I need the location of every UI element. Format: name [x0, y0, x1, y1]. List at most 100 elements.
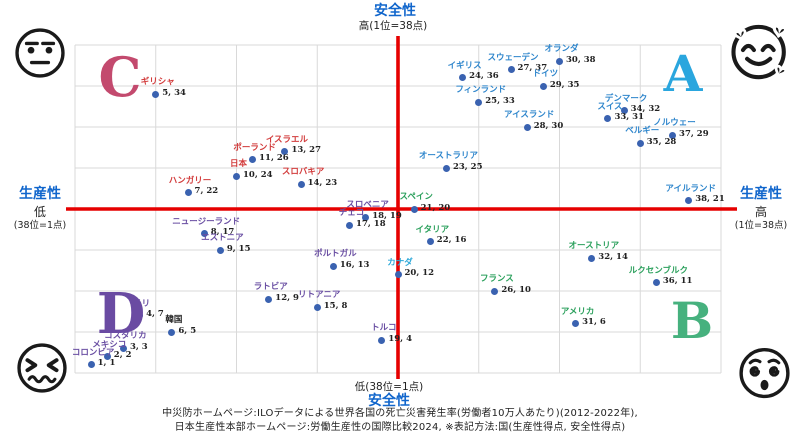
score-label: 4, 7 — [146, 309, 164, 320]
data-point-dot — [281, 148, 289, 156]
data-point-dot — [475, 98, 483, 106]
quadrant-letter-c: C — [98, 45, 142, 109]
score-label: 20, 12 — [404, 268, 435, 279]
score-label: 9, 15 — [226, 243, 251, 254]
data-point-dot — [184, 189, 192, 197]
country-label: フランス — [479, 274, 514, 284]
y-axis-title-bottom: 安全性 — [368, 393, 410, 409]
score-label: 37, 29 — [679, 128, 709, 139]
country-label: 韓国 — [165, 315, 183, 325]
country-label: ルクセンブルク — [628, 265, 689, 276]
country-label: チリ — [133, 298, 151, 309]
country-label: ノルウェー — [653, 118, 696, 129]
data-point-dot — [378, 336, 386, 344]
data-point-dot — [152, 90, 160, 98]
score-label: 6, 5 — [178, 325, 197, 336]
data-point-dot — [362, 213, 370, 221]
score-label: 2, 2 — [113, 350, 132, 361]
x-axis-title-right: 生産性 — [740, 186, 782, 202]
data-point-dot — [297, 180, 305, 188]
score-label: 38, 21 — [695, 194, 725, 205]
country-label: ベルギー — [625, 126, 660, 137]
score-label: 18, 19 — [372, 210, 402, 221]
data-point-dot — [604, 115, 612, 123]
country-label: アイルランド — [665, 183, 716, 194]
persevering-face-icon — [17, 343, 67, 393]
score-label: 30, 38 — [566, 54, 596, 65]
data-point-dot — [265, 295, 273, 303]
data-point-dot — [652, 279, 660, 287]
score-label: 33, 31 — [614, 112, 645, 123]
data-point-dot — [620, 107, 628, 115]
country-label: スロベニア — [346, 200, 389, 211]
quadrant-letter-b: B — [670, 291, 714, 350]
country-label: ラトビア — [253, 282, 288, 293]
score-label: 14, 23 — [307, 177, 338, 188]
source-note-line-2: 日本生産性本部ホームページ:労働生産性の国際比較2024, ※表記方法:国(生産… — [174, 422, 626, 433]
country-label: スペイン — [399, 192, 433, 202]
country-label: イスラエル — [265, 134, 309, 145]
data-point-dot — [119, 344, 127, 352]
score-label: 5, 34 — [162, 87, 186, 98]
country-label: エストニア — [201, 233, 244, 243]
score-label: 32, 14 — [598, 251, 628, 262]
data-point-dot — [329, 262, 337, 270]
country-label: 日本 — [229, 159, 248, 170]
data-point-dot — [426, 238, 434, 246]
score-label: 28, 30 — [533, 120, 564, 131]
data-point-dot — [523, 123, 531, 131]
score-label: 21, 20 — [420, 202, 451, 213]
score-label: 19, 4 — [388, 333, 413, 344]
data-point-dot — [588, 254, 596, 262]
smiling-face-with-hearts-icon — [731, 24, 788, 80]
quadrant-letter-d: D — [96, 281, 146, 347]
data-point-dot — [216, 246, 224, 254]
country-label: ポーランド — [233, 142, 276, 153]
data-point-dot — [685, 197, 693, 205]
score-label: 29, 35 — [549, 79, 580, 90]
score-label: 17, 18 — [356, 218, 386, 229]
score-label: 16, 13 — [339, 259, 370, 270]
data-point-dot — [442, 164, 450, 172]
country-label: チェコ — [338, 208, 365, 219]
y-axis-low-note: 低(38位=1点) — [354, 381, 424, 393]
score-label: 10, 24 — [243, 169, 273, 180]
country-label: ハンガリー — [168, 175, 212, 186]
score-label: 8, 17 — [210, 227, 235, 238]
data-point-dot — [249, 156, 257, 164]
score-label: 25, 33 — [485, 95, 515, 106]
country-label: メキシコ — [92, 339, 127, 350]
country-label: イタリア — [415, 224, 450, 235]
x-axis-low-label: 低 — [33, 205, 47, 219]
score-label: 24, 36 — [469, 71, 499, 82]
x-axis-title-left: 生産性 — [19, 186, 61, 202]
face-with-spiral-eyes-icon — [739, 347, 790, 399]
score-label: 7, 22 — [194, 186, 219, 197]
country-label: ギリシャ — [140, 77, 175, 88]
data-point-dot — [87, 361, 95, 369]
y-axis-title-top: 安全性 — [374, 3, 416, 19]
country-label: フィンランド — [455, 85, 507, 96]
country-label: トルコ — [371, 323, 397, 334]
data-point-dot — [346, 221, 354, 229]
data-point-dot — [136, 312, 144, 320]
data-point-dot — [507, 66, 515, 74]
country-label: スロバキア — [281, 167, 325, 178]
data-point-dot — [394, 271, 402, 279]
score-label: 22, 16 — [436, 235, 467, 246]
country-label: カナダ — [387, 257, 413, 268]
score-label: 15, 8 — [323, 300, 348, 311]
data-point-dot — [491, 287, 499, 295]
country-label: オーストラリア — [418, 151, 478, 161]
score-label: 3, 3 — [129, 341, 148, 352]
country-label: コスタリカ — [104, 331, 147, 342]
score-label: 31, 6 — [582, 317, 606, 328]
score-label: 1, 1 — [97, 358, 116, 369]
country-label: ドイツ — [532, 69, 559, 79]
data-point-dot — [459, 74, 467, 82]
x-axis-high-scale: (1位=38点) — [734, 220, 788, 231]
expressionless-face-icon — [15, 28, 65, 78]
data-point-dot — [103, 353, 111, 361]
source-note-line-1: 中災防ホームページ:ILOデータによる世界各国の死亡災害発生率(労働者10万人あ… — [162, 408, 638, 419]
